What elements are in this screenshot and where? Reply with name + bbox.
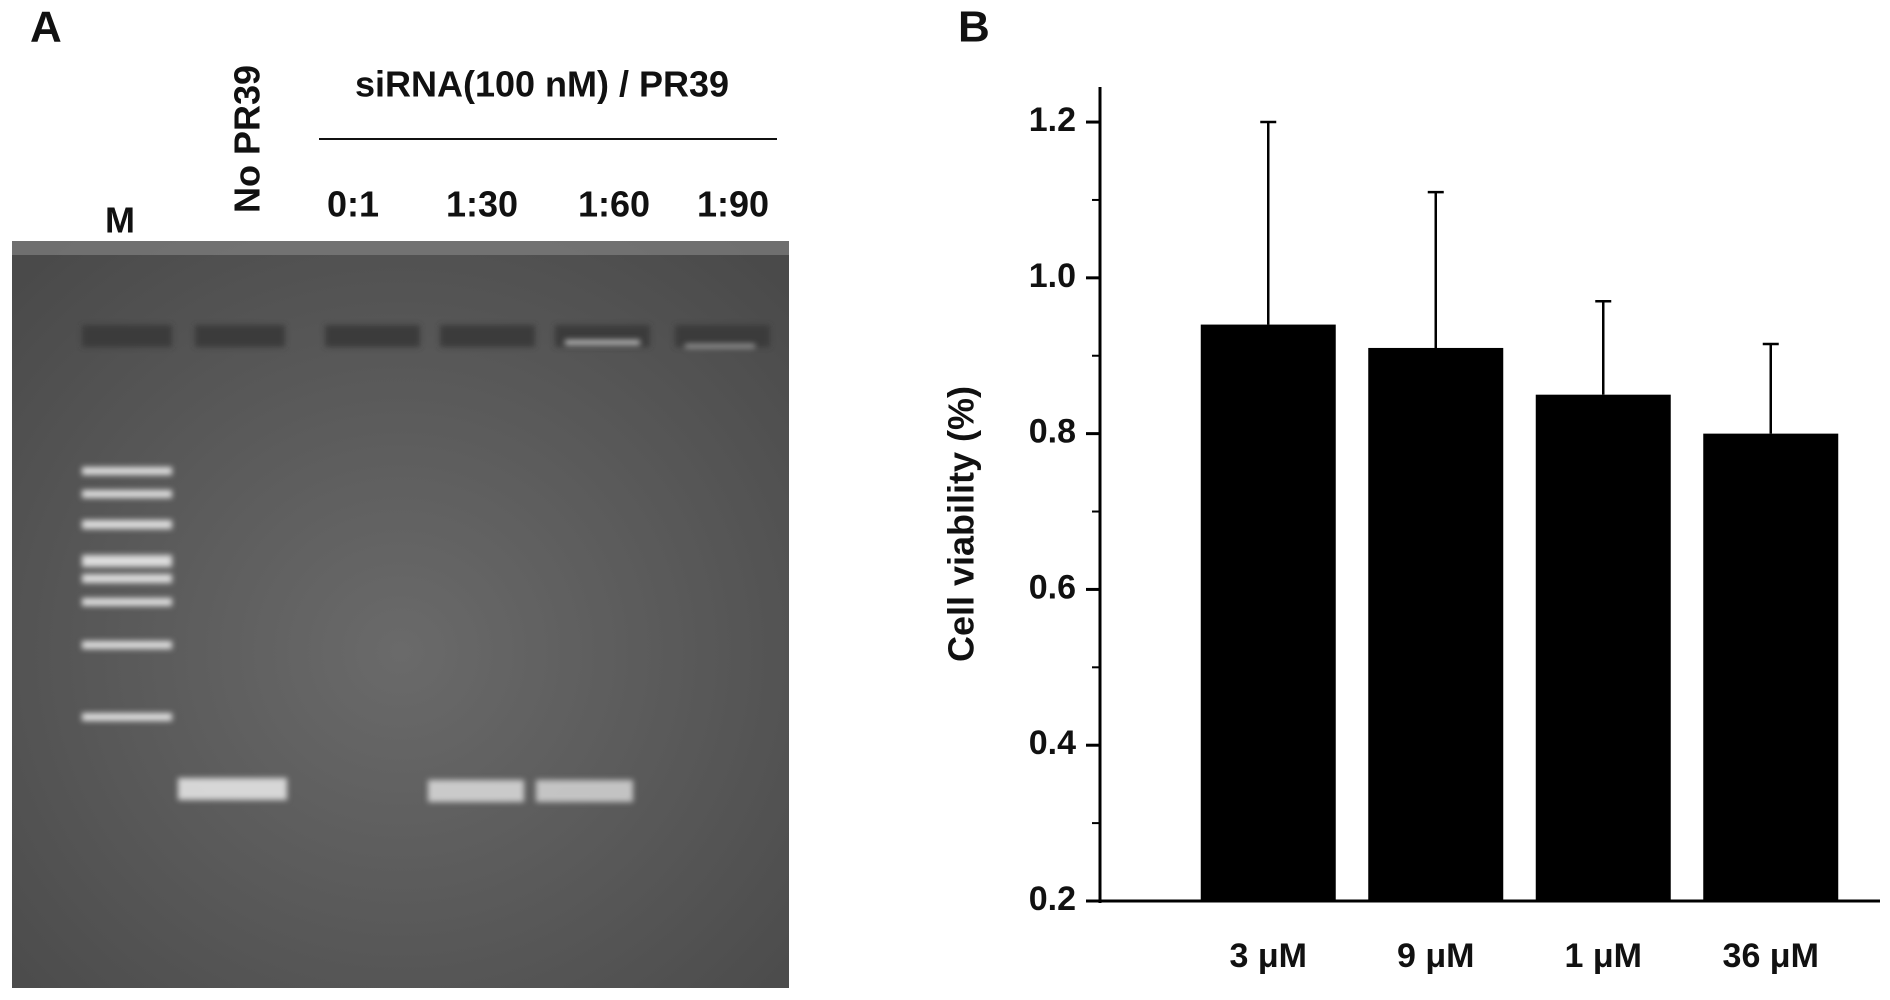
y-tick-label: 0.2 xyxy=(1029,880,1076,918)
y-tick-label: 0.6 xyxy=(1029,568,1076,606)
x-tick-label: 3 μM xyxy=(1230,937,1307,975)
bar xyxy=(1368,347,1504,901)
lane-label: No PR39 xyxy=(227,65,268,213)
y-tick-label: 1.2 xyxy=(1029,101,1076,139)
bar xyxy=(1535,394,1671,901)
group-label: siRNA(100 nM) / PR39 xyxy=(355,64,729,105)
y-tick-label: 1.0 xyxy=(1029,257,1076,295)
bar xyxy=(1200,324,1336,901)
lane-label: 1:30 xyxy=(446,184,518,225)
x-tick-label: 1 μM xyxy=(1565,937,1642,975)
lane-label: 0:1 xyxy=(327,184,379,225)
y-axis-label: Cell viability (%) xyxy=(941,386,982,662)
lane-label: 1:90 xyxy=(697,184,769,225)
panel-label: A xyxy=(30,3,62,52)
gel-image xyxy=(12,241,789,988)
x-tick-label: 36 μM xyxy=(1723,937,1819,975)
y-tick-label: 0.4 xyxy=(1029,724,1076,762)
x-tick-label: 9 μM xyxy=(1397,937,1474,975)
lane-label: 1:60 xyxy=(578,184,650,225)
lane-label: M xyxy=(105,200,135,241)
y-tick-label: 0.8 xyxy=(1029,413,1076,451)
bar xyxy=(1703,433,1839,901)
panel-label: B xyxy=(958,3,990,52)
